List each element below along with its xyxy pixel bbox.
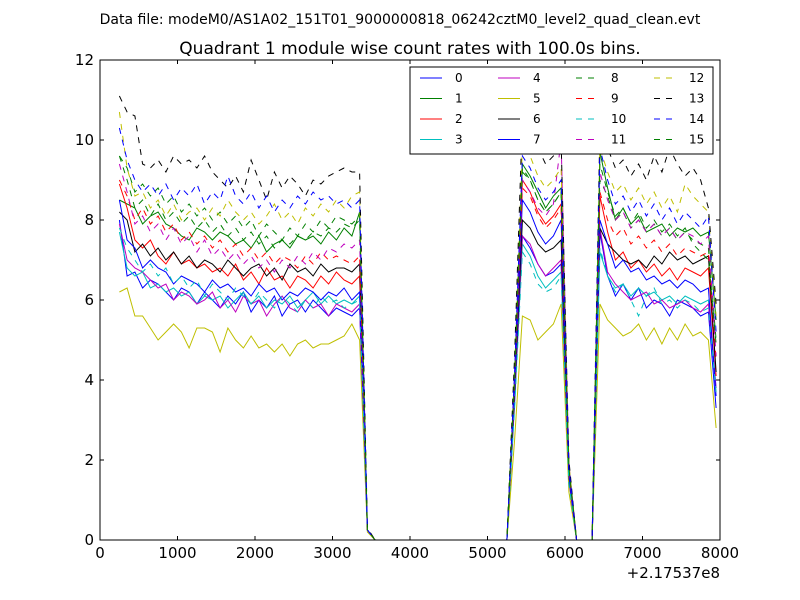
legend-label-15: 15: [689, 133, 704, 147]
legend-box: [409, 66, 714, 155]
x-tick-label: 1000: [158, 544, 196, 562]
series-line-11: [118, 139, 717, 540]
legend-label-2: 2: [455, 112, 463, 126]
series-line-0: [118, 219, 717, 540]
legend-label-5: 5: [533, 92, 541, 106]
series-layer: [118, 95, 717, 540]
y-tick-label: 4: [84, 371, 94, 389]
series-line-4: [118, 223, 717, 540]
series-line-7: [118, 198, 717, 540]
series-line-5: [119, 287, 717, 540]
y-tick-label: 8: [84, 211, 94, 229]
x-tick-label: 5000: [468, 544, 506, 562]
legend-label-1: 1: [455, 92, 463, 106]
series-line-1: [119, 151, 717, 540]
x-axis: 0 1000 2000 3000 4000 5000 6000 7000 8000: [95, 60, 739, 562]
x-tick-label: 3000: [313, 544, 351, 562]
legend-label-6: 6: [533, 112, 541, 126]
series-line-12: [118, 111, 717, 540]
y-tick-label: 0: [84, 531, 94, 549]
legend-label-3: 3: [455, 133, 463, 147]
series-line-15: [118, 155, 717, 540]
y-tick-label: 6: [84, 291, 94, 309]
x-tick-label: 2000: [236, 544, 274, 562]
legend-label-0: 0: [455, 71, 463, 85]
x-tick-label: 7000: [623, 544, 661, 562]
series-line-2: [118, 178, 717, 540]
series-line-14: [118, 127, 717, 540]
chart-title: Quadrant 1 module wise count rates with …: [179, 39, 640, 59]
y-tick-label: 2: [84, 451, 94, 469]
legend-label-8: 8: [611, 71, 619, 85]
legend-label-13: 13: [689, 92, 704, 106]
y-tick-label: 12: [75, 51, 94, 69]
x-tick-label: 6000: [546, 544, 584, 562]
suptitle: Data file: modeM0/AS1A02_151T01_90000008…: [100, 12, 701, 28]
series-line-13: [118, 95, 717, 540]
legend-label-9: 9: [611, 92, 619, 106]
x-tick-label: 4000: [391, 544, 429, 562]
x-offset-label: +2.17537e8: [627, 564, 720, 582]
legend-label-7: 7: [533, 133, 541, 147]
series-line-10: [118, 227, 717, 540]
legend-label-4: 4: [533, 71, 541, 85]
series-line-3: [118, 231, 717, 540]
x-tick-label: 8000: [701, 544, 739, 562]
series-line-9: [118, 179, 717, 540]
legend-label-14: 14: [689, 112, 704, 126]
legend-label-12: 12: [689, 71, 704, 85]
series-line-8: [118, 155, 717, 540]
series-line-6: [119, 211, 717, 540]
x-tick-label: 0: [95, 544, 105, 562]
legend-label-11: 11: [611, 133, 626, 147]
y-tick-label: 10: [75, 131, 94, 149]
legend-label-10: 10: [611, 112, 626, 126]
